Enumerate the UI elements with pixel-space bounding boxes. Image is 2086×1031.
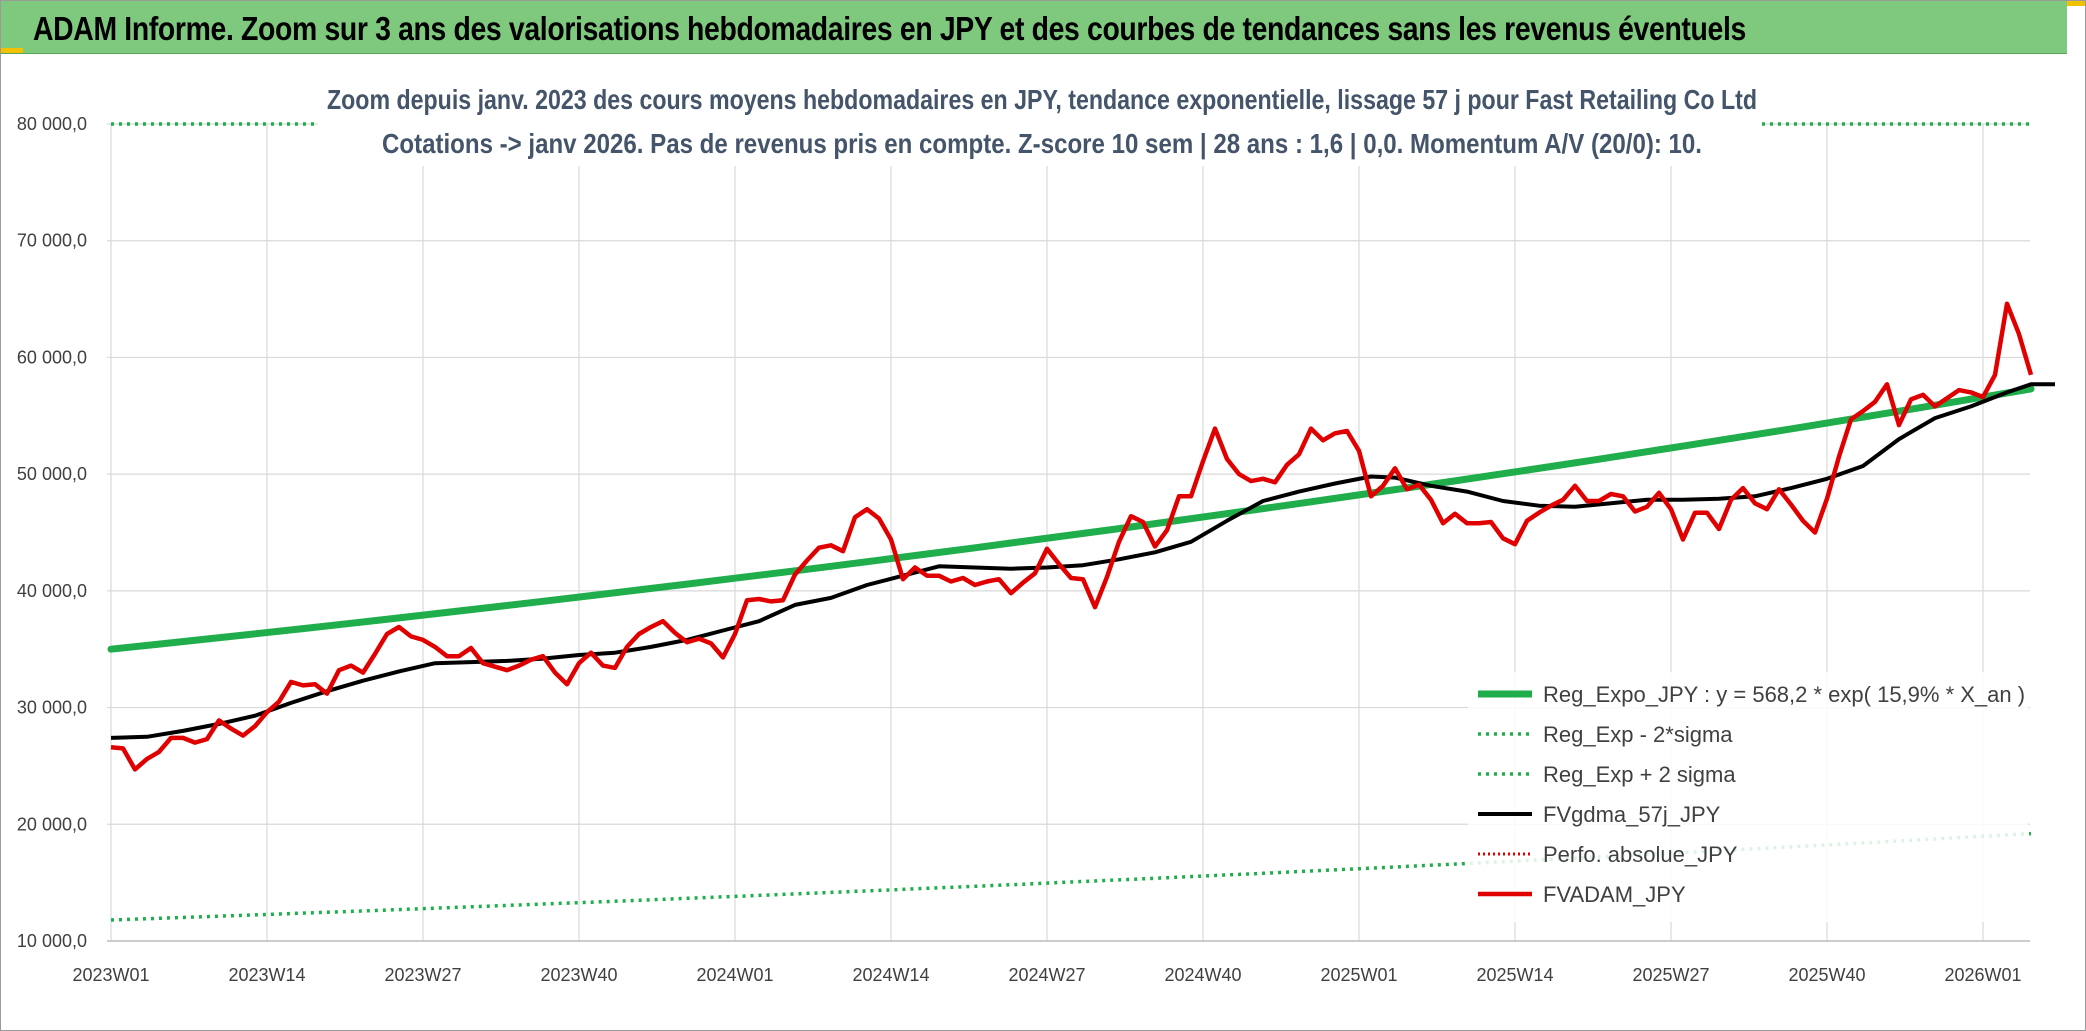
y-tick-label: 50 000,0: [17, 464, 87, 484]
x-tick-label: 2025W27: [1632, 965, 1709, 985]
chart-subtitle-line: Cotations -> janv 2026. Pas de revenus p…: [382, 128, 1702, 159]
y-tick-label: 70 000,0: [17, 231, 87, 251]
x-tick-label: 2024W01: [696, 965, 773, 985]
series-fvadam: [110, 301, 2034, 772]
title-bar: ADAM Informe. Zoom sur 3 ans des valoris…: [1, 1, 2085, 54]
legend-background: [1468, 672, 2028, 922]
x-tick-label: 2024W14: [852, 965, 929, 985]
x-axis-ticks: 2023W01 2023W14 2023W27 2023W40 2024W01 2024W…: [72, 965, 2021, 985]
legend: Reg_Expo_JPY : y = 568,2 * exp( 15,9% * …: [1468, 672, 2028, 922]
y-axis-ticks: 10 000,0 20 000,0 30 000,0 40 000,0 50 000,0…: [17, 114, 87, 951]
x-tick-label: 2025W40: [1788, 965, 1865, 985]
x-tick-label: 2023W01: [72, 965, 149, 985]
title-bar-accent-left: [1, 48, 23, 53]
y-tick-label: 60 000,0: [17, 347, 87, 367]
chart-subtitle: Zoom depuis janv. 2023 des cours moyens …: [318, 76, 1762, 166]
legend-label: FVgdma_57j_JPY: [1543, 802, 1721, 827]
y-tick-label: 80 000,0: [17, 114, 87, 134]
y-tick-label: 10 000,0: [17, 931, 87, 951]
legend-label: Reg_Exp + 2 sigma: [1543, 762, 1736, 787]
x-tick-label: 2023W40: [540, 965, 617, 985]
x-tick-label: 2024W27: [1008, 965, 1085, 985]
x-tick-label: 2024W40: [1164, 965, 1241, 985]
x-tick-label: 2026W01: [1944, 965, 2021, 985]
chart-subtitle-line: Zoom depuis janv. 2023 des cours moyens …: [327, 84, 1757, 115]
y-tick-label: 30 000,0: [17, 698, 87, 718]
page-title: ADAM Informe. Zoom sur 3 ans des valoris…: [33, 10, 1746, 47]
subtitle-background: [318, 76, 1762, 166]
x-tick-label: 2023W14: [228, 965, 305, 985]
series-lines: [107, 122, 2055, 922]
series-reg-expo: [107, 385, 2035, 653]
title-bar-accent-right: [2067, 1, 2085, 6]
legend-label: Reg_Exp - 2*sigma: [1543, 722, 1733, 747]
y-tick-label: 40 000,0: [17, 581, 87, 601]
x-tick-label: 2025W14: [1476, 965, 1553, 985]
y-tick-label: 20 000,0: [17, 814, 87, 834]
x-tick-label: 2025W01: [1320, 965, 1397, 985]
legend-label: FVADAM_JPY: [1543, 882, 1686, 907]
legend-label: Perfo. absolue_JPY: [1543, 842, 1738, 867]
x-tick-label: 2023W27: [384, 965, 461, 985]
legend-label: Reg_Expo_JPY : y = 568,2 * exp( 15,9% * …: [1543, 682, 2025, 707]
